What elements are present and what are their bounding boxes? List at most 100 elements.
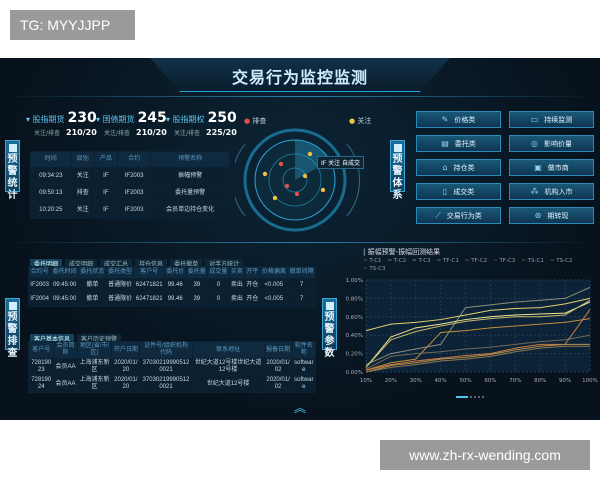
- collapse-up-button[interactable]: ︽: [287, 402, 313, 418]
- line-icon: ~: [436, 258, 443, 264]
- line-icon: ~: [387, 258, 394, 264]
- system-button[interactable]: ◎ 影响价量: [509, 135, 594, 152]
- order-table: 合约号 委托时间 委托状态 委托类型 客户号 委托价 委托量 成交量 买卖 开平 价格偏离 撤单间隔 I…: [27, 266, 316, 307]
- tab[interactable]: 成交明细: [65, 259, 98, 270]
- column-header: 买卖: [228, 266, 246, 279]
- tab[interactable]: 成交汇总: [100, 259, 133, 270]
- table-row[interactable]: 72819024 会员AA 上海浦东新区 2020/01/20 370302199905…: [27, 375, 317, 393]
- home-icon: ⌂: [442, 163, 448, 172]
- cell: 会员AA: [53, 375, 78, 393]
- radar-point-watch[interactable]: [262, 171, 268, 177]
- legend-item[interactable]: ~ T-C2: [388, 258, 407, 265]
- side-label-check[interactable]: 预警排查: [5, 298, 20, 359]
- series-line-TS-C1[interactable]: [365, 309, 591, 371]
- series-line-T-C3[interactable]: [365, 301, 591, 368]
- series-line-TF-C3[interactable]: [365, 334, 591, 370]
- alert-table: 时间 级别 产品 合约 预警名称 09:34:23 关注 IF IF2003 振幅预警 09:5…: [30, 151, 230, 219]
- radar-point-check[interactable]: [294, 191, 300, 197]
- legend-item[interactable]: ~ T-C1: [363, 258, 382, 265]
- button-label: 影响价量: [543, 139, 572, 148]
- legend-item[interactable]: ~ TS-C1: [521, 258, 544, 265]
- table-row[interactable]: IF2004 09:45:00 撤单 普通限价 62471821 99.46 39 0 卖出 开仓…: [27, 292, 316, 307]
- tab[interactable]: 委托撤单: [170, 259, 203, 270]
- tab[interactable]: 客户基本信息: [30, 334, 75, 345]
- system-button[interactable]: ⌂ 持仓类: [416, 159, 501, 176]
- legend-item[interactable]: ~ T-C3: [412, 258, 431, 265]
- series-line-T-C1[interactable]: [365, 286, 591, 366]
- pagination-dots[interactable]: [456, 396, 484, 398]
- radar-point-watch[interactable]: [272, 195, 278, 201]
- tab[interactable]: 持仓信息: [135, 259, 168, 270]
- series-line-T-C2[interactable]: [365, 297, 591, 332]
- stat-value: 250: [207, 110, 237, 126]
- order-tabs: 委托明细 成交明细 成交汇总 持仓信息 委托撤单 对手方统计: [30, 251, 246, 270]
- system-button[interactable]: ▭ 持续监测: [509, 111, 594, 128]
- website-watermark: www.zh-rx-wending.com: [380, 440, 590, 470]
- page-dot[interactable]: [482, 396, 484, 398]
- system-button[interactable]: ▤ 委托类: [416, 135, 501, 152]
- series-line-TS-C2[interactable]: [365, 343, 590, 373]
- system-button[interactable]: ▯ 成交类: [416, 183, 501, 200]
- legend-item[interactable]: ~ TS-C2: [550, 258, 573, 265]
- table-row[interactable]: 72819023 会员AA 上海浦东新区 2020/01/20 370302199905…: [27, 358, 317, 376]
- y-tick-label: 0.00%: [346, 370, 363, 376]
- stat-sub-label: 关注/排查: [104, 130, 131, 137]
- table-row[interactable]: 09:34:23 关注 IF IF2003 振幅预警: [30, 167, 230, 185]
- dashboard: 交易行为监控监测 预警统计 预警体系 预警排查 预警参数 ▾ 股指期货 230 关注…: [0, 58, 600, 420]
- radar-chart[interactable]: [235, 124, 365, 234]
- x-tick-label: 80%: [534, 378, 546, 384]
- cell: 普通限价: [105, 292, 135, 307]
- system-button[interactable]: ⊛ 期转现: [509, 207, 594, 224]
- system-button[interactable]: ▣ 做市商: [509, 159, 594, 176]
- table-row[interactable]: 10:20:25 关注 IF IF2003 会员单边持仓变化: [30, 201, 230, 219]
- cell: <0.005: [259, 278, 289, 293]
- radar-point-watch[interactable]: [307, 151, 313, 157]
- system-button[interactable]: ⁂ 机构入市: [509, 183, 594, 200]
- cell: 撤单: [78, 292, 107, 307]
- column-header: 产品: [93, 151, 118, 168]
- series-line-TF-C2[interactable]: [365, 318, 591, 371]
- button-label: 期转现: [547, 211, 569, 220]
- side-label-params[interactable]: 预警参数: [322, 298, 337, 359]
- page-dot[interactable]: [474, 396, 476, 398]
- legend-item[interactable]: ~ TF-C1: [437, 258, 459, 265]
- radar-point-watch[interactable]: [302, 173, 308, 179]
- side-label-stats[interactable]: 预警统计: [5, 140, 20, 201]
- page-dot[interactable]: [470, 396, 472, 398]
- column-header: 开户日期: [111, 341, 141, 359]
- column-header: 证件号/组织机构代码: [139, 341, 193, 359]
- column-header: 成交量: [207, 266, 230, 279]
- radar-point-check[interactable]: [284, 183, 290, 189]
- x-tick-label: 20%: [385, 378, 397, 384]
- legend-item[interactable]: ~ TF-C2: [465, 258, 487, 265]
- side-label-system[interactable]: 预警体系: [390, 140, 405, 201]
- column-header: 会员简称: [53, 341, 78, 359]
- series-line-TS-C3[interactable]: [365, 345, 590, 373]
- x-tick-label: 70%: [509, 378, 521, 384]
- cell: 09:45:00: [50, 278, 79, 293]
- button-label: 成交类: [453, 187, 475, 196]
- tab[interactable]: 客户历史预警: [77, 334, 122, 345]
- legend-label: TS-C2: [556, 258, 573, 264]
- edit-icon: ✎: [441, 115, 449, 124]
- page-dot[interactable]: [478, 396, 480, 398]
- header-row: 合约号 委托时间 委托状态 委托类型 客户号 委托价 委托量 成交量 买卖 开平 价格偏离 撤单间隔: [27, 266, 316, 279]
- cell: 370302199905120021: [139, 358, 193, 376]
- system-button[interactable]: ⟋ 交易行为类: [416, 207, 501, 224]
- radar-point-watch[interactable]: [320, 187, 326, 193]
- table-row[interactable]: IF2003 09:45:00 撤单 普通限价 62471821 99.46 39 0 卖出 开仓…: [27, 278, 316, 293]
- divider: [0, 242, 600, 243]
- radar-point-check[interactable]: [278, 161, 284, 167]
- system-button[interactable]: ✎ 价格类: [416, 111, 501, 128]
- series-line-TF-C1[interactable]: [365, 299, 591, 368]
- legend-item[interactable]: ~ TF-C3: [493, 258, 515, 265]
- table-row[interactable]: 09:50:13 排查 IF IF2003 委托量预警: [30, 184, 230, 202]
- tab[interactable]: 对手方统计: [205, 259, 244, 270]
- tab[interactable]: 委托明细: [30, 259, 63, 270]
- cell: 0: [207, 292, 230, 307]
- page-dot-active[interactable]: [456, 396, 468, 398]
- chart-icon: ⟋: [435, 210, 441, 220]
- stat-value: 245: [137, 110, 167, 126]
- line-icon: ~: [464, 258, 472, 264]
- legend-item[interactable]: ~ TS-C3: [363, 266, 386, 273]
